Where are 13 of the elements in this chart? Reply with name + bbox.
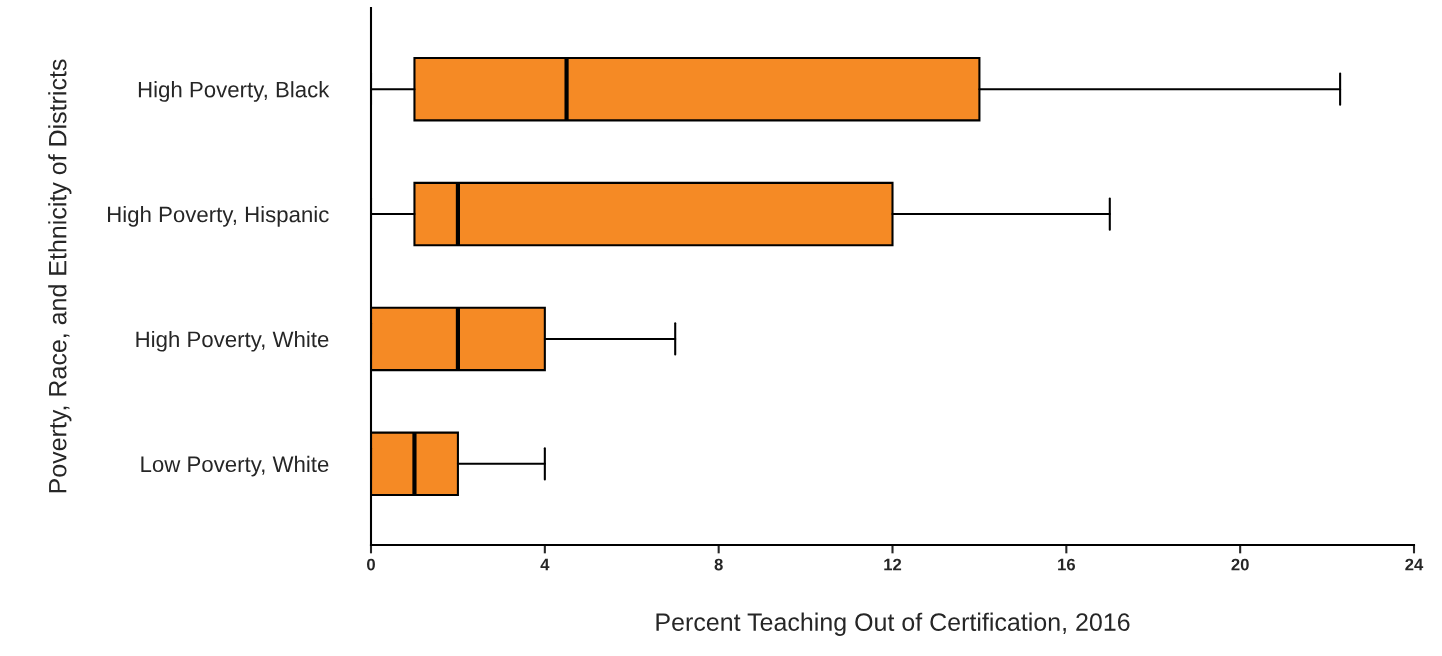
- y-axis-title: Poverty, Race, and Ethnicity of Districts: [48, 59, 72, 493]
- x-tick-label: 24: [1405, 558, 1424, 571]
- x-tick-label: 12: [884, 558, 902, 571]
- x-tick-label: 8: [714, 558, 723, 571]
- y-tick-label: Low Poverty, White: [141, 455, 329, 477]
- y-tick-label: High Poverty, Black: [138, 81, 330, 102]
- x-tick-label: 20: [1231, 558, 1249, 571]
- x-axis-title: Percent Teaching Out of Certification, 2016: [656, 612, 1130, 636]
- x-tick-label: 16: [1058, 558, 1075, 571]
- x-tick-label: 4: [540, 558, 550, 571]
- y-tick-label: High Poverty, White: [136, 330, 329, 352]
- x-tick-label: 0: [367, 558, 375, 571]
- y-tick-label: High Poverty, Hispanic: [108, 206, 329, 227]
